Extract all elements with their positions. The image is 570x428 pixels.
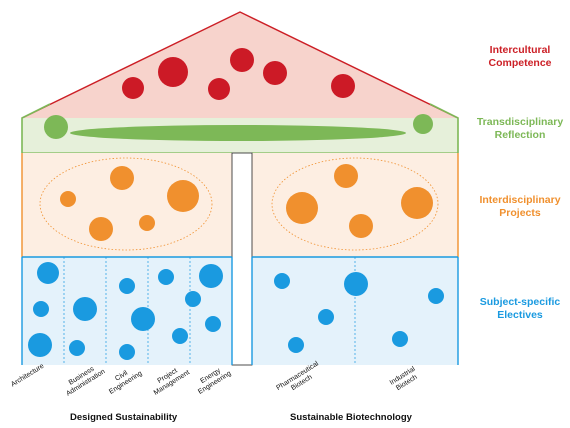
elective-circle	[288, 337, 304, 353]
beam-transdisciplinary-reflection	[21, 103, 459, 154]
group-label-designed-sustainability: Designed Sustainability	[70, 412, 178, 423]
elective-circle	[28, 333, 52, 357]
elective-circle	[131, 307, 155, 331]
project-cluster-right	[271, 157, 439, 251]
beam-circle-right	[413, 114, 433, 134]
elective-circle	[199, 264, 223, 288]
elective-circle	[185, 291, 201, 307]
elective-circle	[172, 328, 188, 344]
project-circle	[167, 180, 199, 212]
roof-circle	[122, 77, 144, 99]
layer-subject-specific-electives	[21, 256, 459, 365]
elective-circle	[158, 269, 174, 285]
beam-ellipse	[70, 125, 406, 141]
elective-circle	[33, 301, 49, 317]
elective-circle	[119, 344, 135, 360]
elective-circle	[344, 272, 368, 296]
group-label-sustainable-biotechnology: Sustainable Biotechnology	[290, 412, 412, 423]
elective-circle	[274, 273, 290, 289]
beam-circle-left	[44, 115, 68, 139]
project-circle	[139, 215, 155, 231]
project-cluster-left	[39, 157, 213, 251]
elective-circle	[428, 288, 444, 304]
label-intercultural-competence: Intercultural Competence	[488, 44, 552, 69]
elective-circle	[318, 309, 334, 325]
elective-circle	[73, 297, 97, 321]
label-subject-specific-electives: Subject-specific Electives	[479, 296, 561, 321]
roof-circle	[263, 61, 287, 85]
project-circle	[334, 164, 358, 188]
project-circle	[401, 187, 433, 219]
project-circle	[89, 217, 113, 241]
label-interdisciplinary-projects: Interdisciplinary Projects	[479, 194, 561, 219]
label-transdisciplinary-reflection: Transdisciplinary Reflection	[476, 116, 564, 141]
roof-intercultural-competence	[21, 11, 459, 119]
elective-circle	[37, 262, 59, 284]
layer-interdisciplinary-projects	[21, 152, 459, 366]
elective-circle	[69, 340, 85, 356]
project-circle	[110, 166, 134, 190]
project-circle	[60, 191, 76, 207]
roof-circle	[331, 74, 355, 98]
roof-circle	[208, 78, 230, 100]
project-circle	[286, 192, 318, 224]
roof-circle	[230, 48, 254, 72]
roof-circle	[158, 57, 188, 87]
elective-circle	[205, 316, 221, 332]
project-circle	[349, 214, 373, 238]
elective-circle	[392, 331, 408, 347]
elective-circle	[119, 278, 135, 294]
